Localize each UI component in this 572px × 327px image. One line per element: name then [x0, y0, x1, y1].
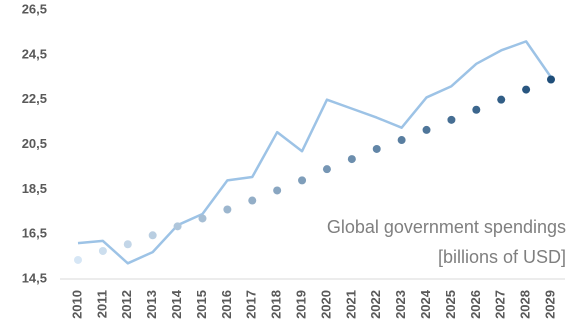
- dot: [74, 255, 82, 264]
- x-tick-label: 2020: [318, 290, 333, 319]
- y-tick-label: 16,5: [22, 226, 47, 241]
- y-tick-label: 18,5: [22, 181, 47, 196]
- x-tick-label: 2019: [293, 290, 308, 319]
- y-tick-label: 20,5: [22, 136, 47, 151]
- x-tick-label: 2022: [368, 290, 383, 319]
- y-tick-label: 22,5: [22, 91, 47, 106]
- dot: [198, 214, 207, 223]
- dot: [322, 165, 331, 174]
- x-tick-label: 2027: [493, 290, 508, 319]
- annotation: [billions of USD]: [438, 247, 566, 267]
- x-tick-label: 2014: [169, 289, 184, 319]
- dot: [422, 125, 431, 134]
- dot: [347, 155, 356, 164]
- dot: [273, 186, 282, 195]
- dot: [372, 144, 381, 153]
- dot: [547, 75, 555, 84]
- dot: [223, 205, 232, 214]
- x-tick-label: 2010: [69, 290, 84, 319]
- x-tick-label: 2017: [244, 290, 259, 319]
- dot: [248, 196, 257, 205]
- x-tick-label: 2013: [144, 290, 159, 319]
- x-tick-label: 2024: [418, 289, 433, 319]
- x-tick-label: 2029: [542, 290, 557, 319]
- dot: [447, 115, 456, 124]
- x-tick-label: 2016: [219, 290, 234, 319]
- x-tick-label: 2018: [269, 290, 284, 319]
- y-tick-label: 14,5: [22, 270, 47, 285]
- dot: [173, 222, 182, 231]
- y-tick-label: 26,5: [22, 1, 47, 16]
- x-tick-label: 2021: [343, 290, 358, 319]
- x-tick-label: 2026: [468, 290, 483, 319]
- x-tick-label: 2011: [94, 290, 109, 318]
- dot: [98, 246, 107, 255]
- dot: [123, 240, 132, 249]
- y-tick-label: 24,5: [22, 46, 47, 61]
- x-tick-label: 2015: [194, 290, 209, 319]
- line: [77, 40, 553, 265]
- x-tick-label: 2028: [518, 290, 533, 319]
- dot: [522, 85, 531, 94]
- dot: [497, 95, 506, 104]
- dot: [148, 231, 157, 240]
- dot: [397, 136, 406, 145]
- x-tick-label: 2023: [393, 290, 408, 319]
- annotation: Global government spendings: [327, 217, 566, 237]
- dot: [298, 176, 307, 185]
- dot: [472, 105, 481, 114]
- x-tick-label: 2012: [119, 290, 134, 319]
- x-tick-label: 2025: [443, 290, 458, 319]
